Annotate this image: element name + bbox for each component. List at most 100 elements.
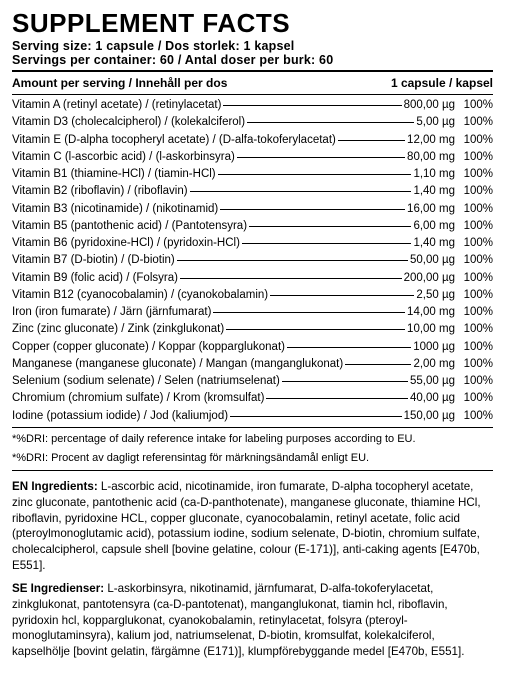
table-header: Amount per serving / Innehåll per dos 1 … bbox=[12, 74, 493, 92]
leader-line bbox=[345, 364, 411, 365]
nutrient-name: Vitamin B5 (pantothenic acid) / (Pantote… bbox=[12, 218, 247, 235]
nutrient-pct: 100% bbox=[455, 166, 493, 183]
nutrient-amount: 50,00 µg bbox=[410, 252, 455, 269]
nutrient-name: Chromium (chromium sulfate) / Krom (krom… bbox=[12, 390, 264, 407]
nutrient-row: Manganese (manganese gluconate) / Mangan… bbox=[12, 356, 493, 373]
nutrient-name: Vitamin B7 (D-biotin) / (D-biotin) bbox=[12, 252, 175, 269]
leader-line bbox=[177, 260, 408, 261]
divider bbox=[12, 70, 493, 72]
leader-line bbox=[226, 329, 405, 330]
leader-line bbox=[266, 398, 408, 399]
nutrient-row: Vitamin B7 (D-biotin) / (D-biotin) 50,00 … bbox=[12, 252, 493, 269]
nutrient-row: Vitamin B1 (thiamine-HCl) / (tiamin-HCl)… bbox=[12, 166, 493, 183]
nutrient-name: Vitamin A (retinyl acetate) / (retinylac… bbox=[12, 97, 221, 114]
nutrient-pct: 100% bbox=[455, 287, 493, 304]
divider bbox=[12, 427, 493, 428]
leader-line bbox=[223, 105, 401, 106]
nutrient-amount: 14,00 mg bbox=[407, 304, 455, 321]
nutrient-amount: 40,00 µg bbox=[410, 390, 455, 407]
nutrient-row: Vitamin E (D-alpha tocopheryl acetate) /… bbox=[12, 132, 493, 149]
nutrient-row: Iron (iron fumarate) / Järn (järnfumarat… bbox=[12, 304, 493, 321]
nutrient-row: Vitamin B2 (riboflavin) / (riboflavin) 1,… bbox=[12, 183, 493, 200]
leader-line bbox=[180, 278, 402, 279]
nutrient-pct: 100% bbox=[455, 132, 493, 149]
nutrient-row: Zinc (zinc gluconate) / Zink (zinkglukon… bbox=[12, 321, 493, 338]
nutrient-row: Selenium (sodium selenate) / Selen (natr… bbox=[12, 373, 493, 390]
nutrient-amount: 150,00 µg bbox=[404, 408, 455, 425]
leader-line bbox=[282, 381, 408, 382]
nutrient-pct: 100% bbox=[455, 114, 493, 131]
nutrient-pct: 100% bbox=[455, 339, 493, 356]
nutrient-amount: 80,00 mg bbox=[407, 149, 455, 166]
leader-line bbox=[218, 174, 412, 175]
nutrient-row: Vitamin B3 (nicotinamide) / (nikotinamid… bbox=[12, 201, 493, 218]
nutrient-name: Vitamin B12 (cyanocobalamin) / (cyanokob… bbox=[12, 287, 268, 304]
leader-line bbox=[270, 295, 414, 296]
nutrient-name: Vitamin B6 (pyridoxine-HCl) / (pyridoxin… bbox=[12, 235, 240, 252]
leader-line bbox=[190, 191, 412, 192]
nutrient-amount: 1,10 mg bbox=[413, 166, 455, 183]
ingredients-en-lead: EN Ingredients: bbox=[12, 480, 98, 493]
nutrient-row: Chromium (chromium sulfate) / Krom (krom… bbox=[12, 390, 493, 407]
serving-size: Serving size: 1 capsule / Dos storlek: 1… bbox=[12, 39, 493, 53]
nutrient-amount: 2,50 µg bbox=[416, 287, 455, 304]
nutrient-row: Iodine (potassium iodide) / Jod (kaliumj… bbox=[12, 408, 493, 425]
nutrient-pct: 100% bbox=[455, 390, 493, 407]
nutrient-pct: 100% bbox=[455, 373, 493, 390]
nutrient-row: Vitamin B12 (cyanocobalamin) / (cyanokob… bbox=[12, 287, 493, 304]
nutrient-pct: 100% bbox=[455, 235, 493, 252]
leader-line bbox=[247, 122, 414, 123]
nutrient-row: Vitamin B5 (pantothenic acid) / (Pantote… bbox=[12, 218, 493, 235]
leader-line bbox=[338, 140, 405, 141]
nutrient-name: Vitamin B2 (riboflavin) / (riboflavin) bbox=[12, 183, 188, 200]
leader-line bbox=[230, 416, 402, 417]
dri-note-en: *%DRI: percentage of daily reference int… bbox=[12, 432, 493, 447]
ingredients-en-body: L-ascorbic acid, nicotinamide, iron fuma… bbox=[12, 480, 481, 571]
nutrient-amount: 200,00 µg bbox=[404, 270, 455, 287]
ingredients-en: EN Ingredients: L-ascorbic acid, nicotin… bbox=[12, 479, 493, 573]
nutrient-name: Iron (iron fumarate) / Järn (järnfumarat… bbox=[12, 304, 211, 321]
ingredients-se-lead: SE Ingredienser: bbox=[12, 582, 104, 595]
nutrient-amount: 55,00 µg bbox=[410, 373, 455, 390]
nutrient-name: Zinc (zinc gluconate) / Zink (zinkglukon… bbox=[12, 321, 224, 338]
divider bbox=[12, 470, 493, 471]
header-right: 1 capsule / kapsel bbox=[391, 74, 493, 92]
nutrient-pct: 100% bbox=[455, 304, 493, 321]
nutrient-row: Vitamin A (retinyl acetate) / (retinylac… bbox=[12, 97, 493, 114]
nutrient-name: Copper (copper gluconate) / Koppar (kopp… bbox=[12, 339, 285, 356]
leader-line bbox=[242, 243, 412, 244]
nutrient-pct: 100% bbox=[455, 270, 493, 287]
nutrient-name: Vitamin D3 (cholecalcipherol) / (kolekal… bbox=[12, 114, 245, 131]
nutrient-amount: 1,40 mg bbox=[413, 183, 455, 200]
nutrient-row: Vitamin C (l-ascorbic acid) / (l-askorbi… bbox=[12, 149, 493, 166]
nutrient-pct: 100% bbox=[455, 408, 493, 425]
nutrient-amount: 800,00 µg bbox=[404, 97, 455, 114]
leader-line bbox=[249, 226, 411, 227]
nutrient-name: Vitamin B3 (nicotinamide) / (nikotinamid… bbox=[12, 201, 218, 218]
dri-note-se: *%DRI: Procent av dagligt referensintag … bbox=[12, 451, 493, 466]
nutrient-row: Vitamin B9 (folic acid) / (Folsyra) 200,0… bbox=[12, 270, 493, 287]
nutrient-name: Vitamin B1 (thiamine-HCl) / (tiamin-HCl) bbox=[12, 166, 216, 183]
leader-line bbox=[287, 347, 411, 348]
leader-line bbox=[237, 157, 405, 158]
servings-per-container: Servings per container: 60 / Antal doser… bbox=[12, 53, 493, 67]
panel-title: SUPPLEMENT FACTS bbox=[12, 8, 493, 39]
nutrient-amount: 16,00 mg bbox=[407, 201, 455, 218]
nutrient-name: Vitamin C (l-ascorbic acid) / (l-askorbi… bbox=[12, 149, 235, 166]
nutrient-row: Vitamin D3 (cholecalcipherol) / (kolekal… bbox=[12, 114, 493, 131]
nutrient-pct: 100% bbox=[455, 218, 493, 235]
nutrient-pct: 100% bbox=[455, 321, 493, 338]
nutrient-pct: 100% bbox=[455, 149, 493, 166]
nutrient-name: Iodine (potassium iodide) / Jod (kaliumj… bbox=[12, 408, 228, 425]
leader-line bbox=[220, 209, 405, 210]
nutrient-pct: 100% bbox=[455, 252, 493, 269]
nutrient-pct: 100% bbox=[455, 97, 493, 114]
nutrient-pct: 100% bbox=[455, 356, 493, 373]
nutrient-name: Vitamin B9 (folic acid) / (Folsyra) bbox=[12, 270, 178, 287]
nutrient-amount: 1,40 mg bbox=[413, 235, 455, 252]
nutrient-amount: 10,00 mg bbox=[407, 321, 455, 338]
nutrient-row: Copper (copper gluconate) / Koppar (kopp… bbox=[12, 339, 493, 356]
nutrient-row: Vitamin B6 (pyridoxine-HCl) / (pyridoxin… bbox=[12, 235, 493, 252]
header-left: Amount per serving / Innehåll per dos bbox=[12, 74, 227, 92]
divider bbox=[12, 94, 493, 95]
